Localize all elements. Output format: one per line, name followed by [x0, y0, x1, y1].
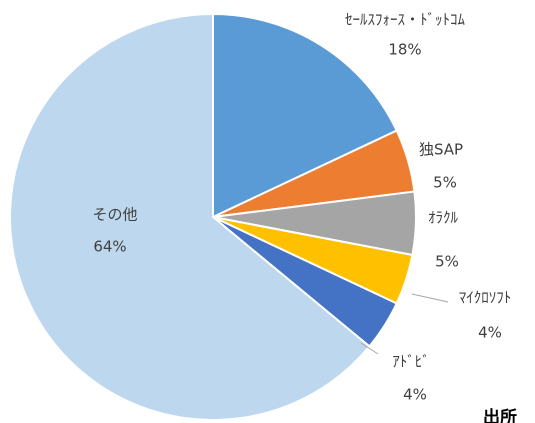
slice-value: 64% — [93, 238, 126, 256]
slice-label: 独SAP — [419, 141, 463, 159]
pie-slice — [9, 12, 371, 421]
slice-label: ｵﾗｸﾙ — [428, 209, 459, 227]
slice-value: 5% — [433, 174, 457, 192]
slice-label: ﾏｲｸﾛｿﾌﾄ — [459, 289, 512, 307]
source: 出所 — [483, 407, 517, 423]
slice-value: 4% — [478, 324, 502, 342]
leader-line — [360, 342, 379, 355]
slice-value: 4% — [403, 386, 427, 404]
slice-value: 5% — [435, 253, 459, 271]
leader-line — [411, 293, 449, 303]
pie-slice — [212, 12, 399, 219]
slice-value: 18% — [388, 41, 421, 59]
slice-label: その他 — [92, 206, 137, 224]
slice-label: ｱﾄﾞﾋﾞ — [392, 353, 430, 371]
slice-label: ｾｰﾙｽﾌｫｰｽ・ﾄﾞｯﾄｺﾑ — [345, 11, 466, 29]
